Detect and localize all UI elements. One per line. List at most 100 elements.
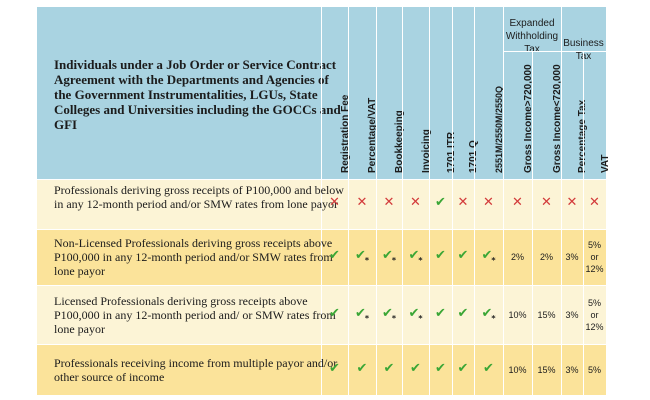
asterisk-icon: * [391,256,397,265]
group-expanded-withholding-tax: Expanded Withholding Tax [505,18,559,55]
row-label: Licensed Professionals deriving gross re… [54,293,336,336]
group-divider [561,51,606,52]
cell-divider [376,179,377,229]
check-icon: ✔ [329,360,340,376]
cell-divider [561,344,562,395]
check-icon: ✔ [435,195,446,210]
cell-divider [348,344,349,395]
check-icon: ✔* [408,305,423,323]
header-divider [402,7,403,179]
cell-divider [402,285,403,344]
check-icon: ✔ [383,360,395,376]
cross-icon: ✕ [483,195,494,210]
cell-divider [503,179,504,229]
cell-divider [583,344,584,395]
row-label: Professionals receiving income from mult… [54,355,338,384]
asterisk-icon: * [418,313,423,323]
check-icon: ✔* [381,248,397,265]
cell-divider [561,179,562,229]
row-label: Professionals deriving gross receipts of… [54,183,344,211]
row-divider [37,179,606,180]
asterisk-icon: * [391,313,397,323]
cell-divider [348,229,349,285]
rate-value: 2% [539,252,553,262]
cell-divider [321,179,322,229]
check-icon: ✔* [481,248,496,265]
cell-divider [429,229,430,285]
header-divider [429,7,430,179]
cross-icon: ✕ [356,195,368,210]
cell-divider [321,285,322,344]
check-icon: ✔ [435,305,446,321]
cell-divider [532,285,533,344]
check-icon: ✔ [329,248,340,263]
row-divider [37,344,606,345]
rate-value-part: 5% [587,240,601,250]
cell-divider [452,229,453,285]
cell-divider [376,229,377,285]
cell-divider [503,229,504,285]
cell-divider [474,179,475,229]
check-icon: ✔ [435,248,446,263]
asterisk-icon: * [418,256,423,265]
header-divider [348,7,349,179]
cross-icon: ✕ [589,195,600,210]
rate-value: 5% or 12% [583,297,606,333]
cell-divider [561,285,562,344]
cell-divider [474,344,475,395]
check-icon: ✔ [356,360,368,376]
rate-value: 10% [508,364,527,375]
cross-icon: ✕ [457,195,469,210]
column-header-label: Bookkeeping [394,110,405,173]
check-icon: ✔* [354,248,370,265]
header-divider [376,7,377,179]
tax-table: Individuals under a Job Order or Service… [37,7,611,395]
check-icon: ✔* [354,305,370,323]
cell-divider [402,179,403,229]
rate-value-part: or [590,309,599,320]
asterisk-icon: * [491,313,496,323]
cell-divider [503,285,504,344]
cell-divider [532,229,533,285]
header-divider [474,7,475,179]
cell-divider [583,285,584,344]
rate-value: 3% [565,252,579,262]
check-icon: ✔ [410,360,421,376]
cross-icon: ✕ [410,195,421,210]
rate-value-part: or [590,252,599,262]
cell-divider [429,285,430,344]
cell-divider [321,344,322,395]
cell-divider [429,344,430,395]
cell-divider [376,285,377,344]
rate-value-part: 12% [585,264,604,274]
rate-value-part: 5% [587,297,601,308]
cell-divider [474,285,475,344]
rate-value: 15% [537,364,556,375]
check-icon: ✔* [381,305,397,323]
cell-divider [474,229,475,285]
header-divider [503,7,504,179]
header-divider [532,51,533,223]
header-divider [452,7,453,179]
header-divider [321,7,322,179]
group-divider [503,51,561,52]
cross-icon: ✕ [383,195,395,210]
column-header-label: 2551M/2550M/2550Q [493,85,504,173]
check-icon: ✔ [435,360,446,376]
check-icon: ✔ [457,360,469,376]
cell-divider [503,344,504,395]
cross-icon: ✕ [329,195,340,210]
check-icon: ✔ [329,305,340,321]
check-icon: ✔* [408,248,423,265]
check-icon: ✔* [481,305,496,323]
cross-icon: ✕ [541,195,552,210]
cell-divider [376,344,377,395]
asterisk-icon: * [364,256,370,265]
check-icon: ✔ [457,248,469,263]
rate-value: 15% [537,309,556,320]
asterisk-icon: * [491,256,496,265]
cell-divider [452,285,453,344]
rate-value-part: 12% [585,321,604,332]
cross-icon: ✕ [512,195,523,210]
asterisk-icon: * [364,313,370,323]
